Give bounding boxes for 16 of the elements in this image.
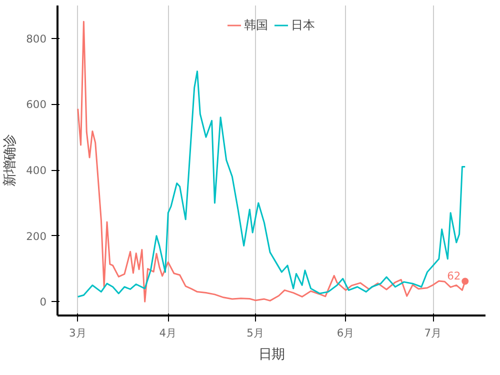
annotation: 62: [447, 269, 461, 282]
x-tick-label: 5月: [246, 326, 264, 340]
y-tick-label: 0: [40, 296, 47, 309]
y-tick-label: 400: [26, 164, 47, 178]
x-tick-label: 3月: [68, 326, 87, 340]
y-tick-label: 200: [26, 230, 47, 243]
legend-label: 日本: [291, 16, 315, 34]
x-tick-label: 7月: [424, 326, 442, 340]
x-tick-label: 6月: [336, 326, 355, 340]
legend-label: 韩国: [244, 16, 268, 34]
y-tick-label: 800: [26, 32, 47, 46]
y-tick-label: 600: [26, 98, 47, 112]
x-axis-title: 日期: [258, 348, 284, 362]
x-tick-label: 4月: [159, 326, 178, 340]
line-series: [77, 70, 466, 298]
y-axis-title: 新增确诊: [3, 134, 18, 186]
